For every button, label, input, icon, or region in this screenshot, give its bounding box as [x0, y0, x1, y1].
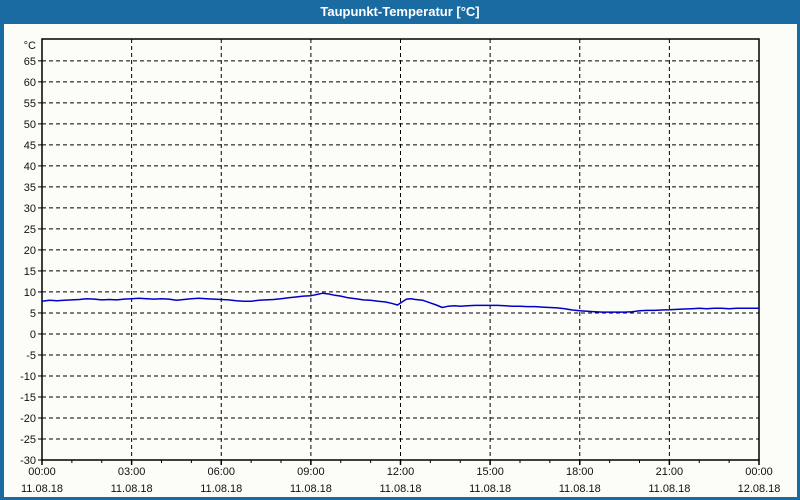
- x-time-label: 15:00: [476, 466, 504, 478]
- x-date-label: 11.08.18: [559, 483, 601, 495]
- x-date-label: 11.08.18: [469, 483, 511, 495]
- x-date-label: 11.08.18: [379, 483, 421, 495]
- y-tick-label: 25: [24, 224, 36, 236]
- window-title: Taupunkt-Temperatur [°C]: [320, 4, 480, 19]
- x-date-label: 11.08.18: [200, 483, 242, 495]
- y-tick-label: -10: [20, 371, 36, 383]
- x-time-label: 03:00: [118, 466, 146, 478]
- y-tick-label: -5: [26, 350, 36, 362]
- y-tick-label: 10: [24, 287, 36, 299]
- temperature-line: [41, 292, 759, 313]
- y-tick-label: 35: [24, 182, 36, 194]
- y-tick-label: -20: [20, 413, 36, 425]
- y-tick-label: -15: [20, 392, 36, 404]
- window-frame-bottom: [0, 497, 800, 500]
- y-tick-label: -30: [20, 455, 36, 467]
- x-date-label: 11.08.18: [290, 483, 332, 495]
- x-time-label: 09:00: [297, 466, 325, 478]
- y-tick-label: 65: [24, 56, 36, 68]
- x-time-label: 18:00: [566, 466, 594, 478]
- x-time-label: 06:00: [207, 466, 235, 478]
- window-frame-left: [0, 0, 4, 500]
- y-unit-label: °C: [24, 40, 36, 52]
- y-tick-label: 15: [24, 266, 36, 278]
- y-tick-label: 30: [24, 203, 36, 215]
- x-date-label: 11.08.18: [111, 483, 153, 495]
- x-date-label: 12.08.18: [738, 483, 781, 495]
- y-tick-label: 5: [30, 308, 36, 320]
- y-tick-label: 45: [24, 140, 36, 152]
- window-titlebar: Taupunkt-Temperatur [°C]: [0, 0, 800, 24]
- x-date-label: 11.08.18: [21, 483, 63, 495]
- y-tick-label: 20: [24, 245, 36, 257]
- plot-border: [41, 38, 760, 461]
- y-tick-label: 60: [24, 77, 36, 89]
- y-tick-label: 55: [24, 98, 36, 110]
- y-tick-label: 40: [24, 161, 36, 173]
- y-tick-label: 0: [30, 329, 36, 341]
- window-frame-right: [797, 0, 800, 500]
- y-tick-label: -25: [20, 434, 36, 446]
- x-time-label: 00:00: [28, 466, 56, 478]
- x-time-label: 00:00: [745, 466, 773, 478]
- x-time-label: 21:00: [656, 466, 684, 478]
- x-time-label: 12:00: [387, 466, 415, 478]
- y-tick-label: 50: [24, 119, 36, 131]
- x-date-label: 11.08.18: [648, 483, 690, 495]
